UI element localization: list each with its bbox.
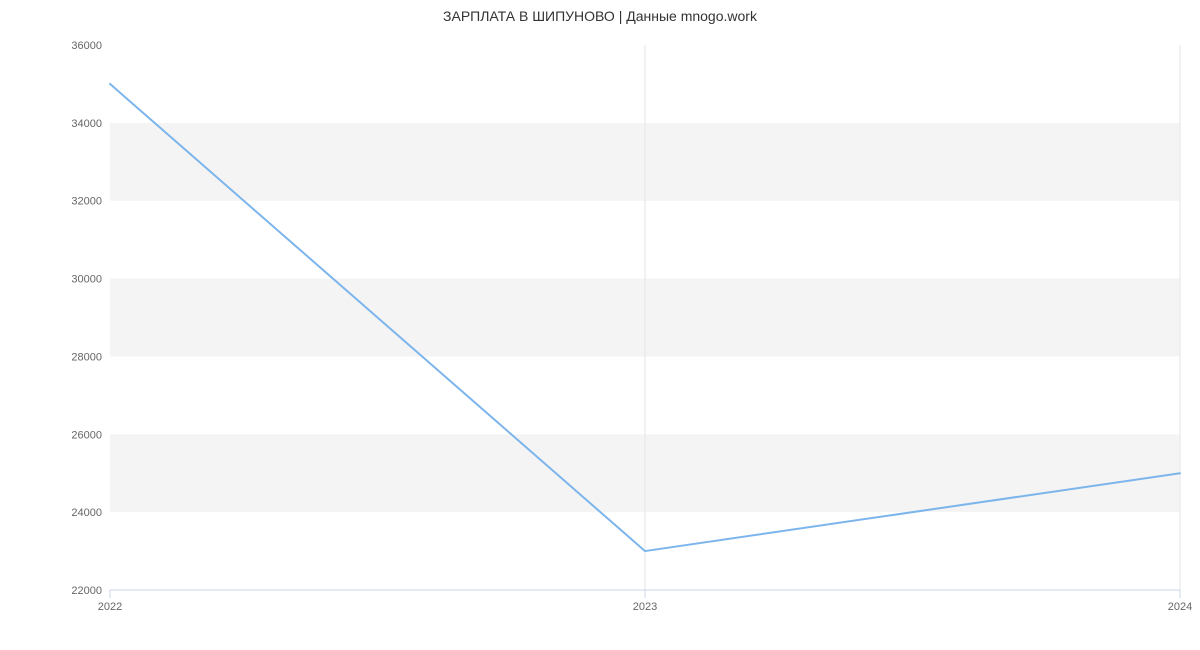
y-tick-label: 30000	[71, 274, 102, 286]
y-tick-label: 36000	[71, 40, 102, 52]
y-tick-label: 26000	[71, 429, 102, 441]
y-tick-label: 22000	[71, 585, 102, 597]
y-tick-label: 28000	[71, 351, 102, 363]
y-tick-label: 32000	[71, 196, 102, 208]
y-tick-label: 34000	[71, 118, 102, 130]
x-tick-label: 2022	[98, 601, 122, 613]
x-tick-label: 2023	[633, 601, 657, 613]
x-tick-label: 2024	[1168, 601, 1192, 613]
chart-svg: 22000 24000 26000 28000 30000 32000 34000 36000…	[0, 0, 1200, 650]
salary-line-chart: ЗАРПЛАТА В ШИПУНОВО | Данные mnogo.work …	[0, 0, 1200, 650]
y-tick-label: 24000	[71, 507, 102, 519]
